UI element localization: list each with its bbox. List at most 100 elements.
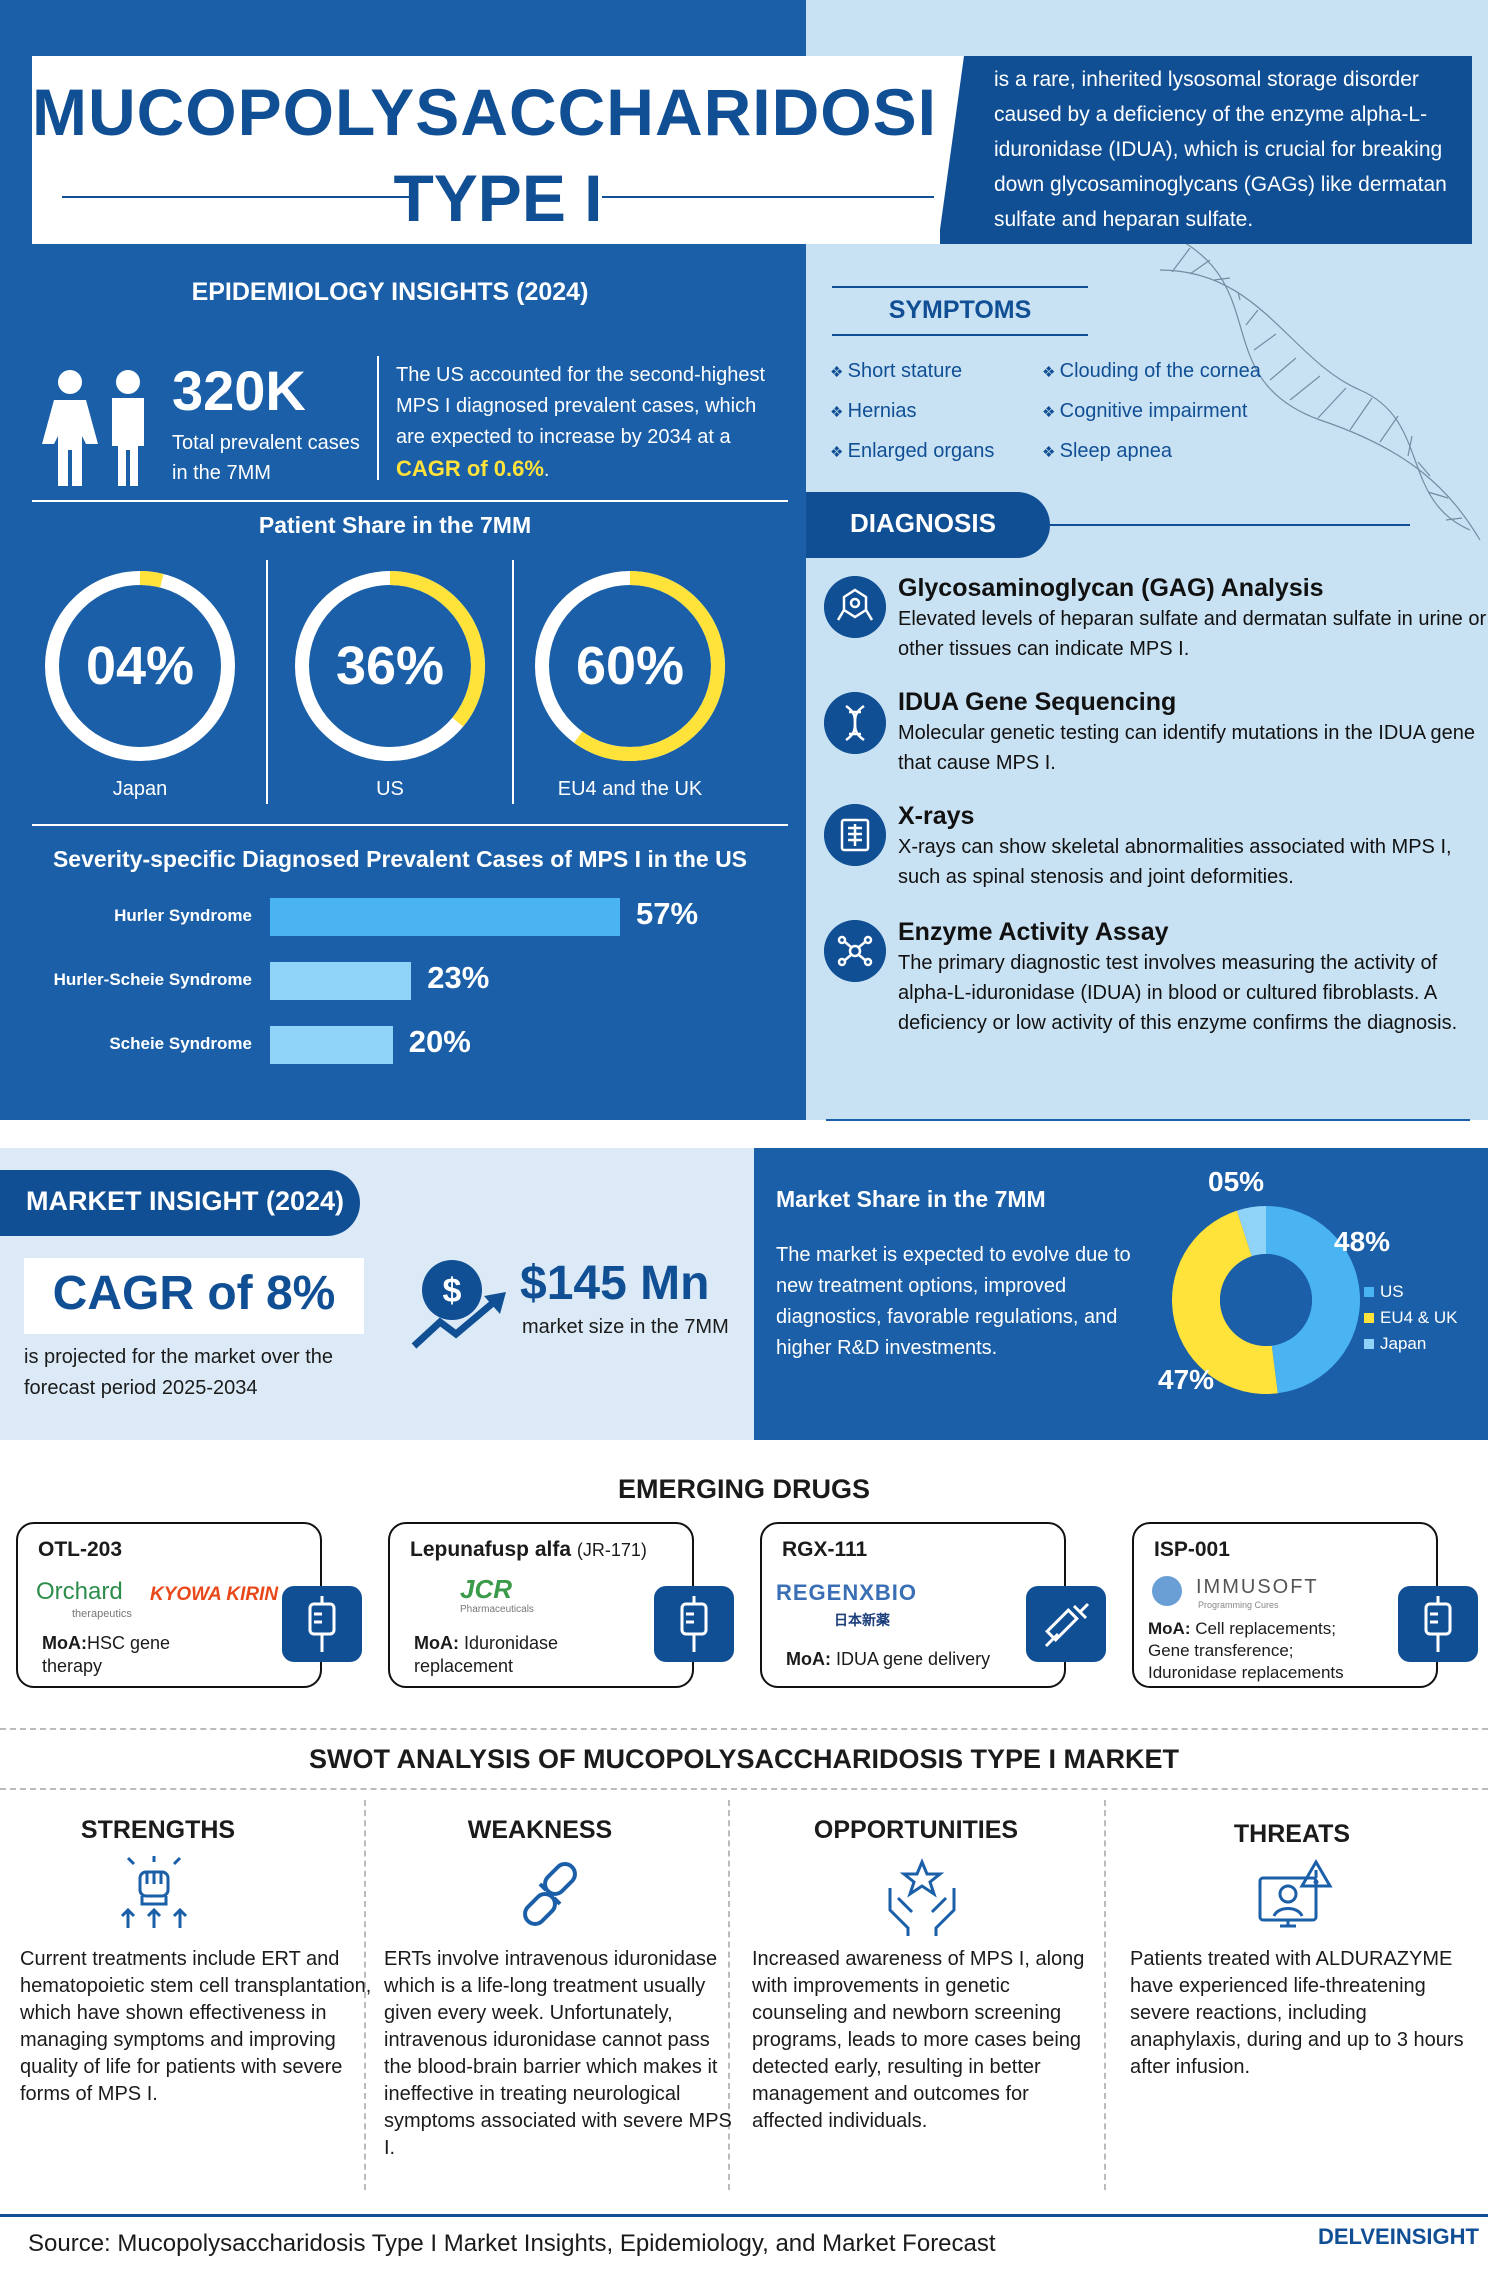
- us-insight-body: The US accounted for the second-highest …: [396, 364, 766, 448]
- drug-card-rgx-111: RGX-111 REGENXBIO 日本新薬 MoA: IDUA gene de…: [760, 1522, 1106, 1688]
- donut-value: 04%: [86, 636, 194, 696]
- severity-label: Hurler-Scheie Syndrome: [53, 970, 252, 989]
- us-insight-end: .: [543, 459, 550, 481]
- dollar-growth-icon: $: [411, 1260, 506, 1349]
- donut-value: 36%: [336, 636, 444, 696]
- legend-us: US: [1364, 1282, 1404, 1302]
- diagnosis-heading: Glycosaminoglycan (GAG) Analysis: [898, 574, 1324, 602]
- page-title-line1: MUCOPOLYSACCHARIDOSIS: [32, 75, 982, 149]
- drug-card-lepunafusp-alfa: Lepunafusp alfa (JR-171) JCR Pharmaceuti…: [388, 1522, 734, 1688]
- drug-name: ISP-001: [1154, 1538, 1230, 1561]
- source-text: Source: Mucopolysaccharidosis Type I Mar…: [28, 2230, 996, 2257]
- legend-swatch: [1364, 1287, 1374, 1297]
- market-share-slice: [1172, 1210, 1278, 1394]
- diagnosis-text: X-rays can show skeletal abnormalities a…: [898, 836, 1452, 888]
- divider: [377, 356, 379, 480]
- dna-icon: [824, 692, 886, 754]
- company-logo-orchard: Orchard: [36, 1578, 123, 1605]
- legend-swatch: [1364, 1339, 1374, 1349]
- epidemiology-title: EPIDEMIOLOGY INSIGHTS (2024): [191, 278, 589, 306]
- immusoft-logo-mark: [1152, 1576, 1182, 1606]
- title-rule-left: [62, 196, 414, 198]
- diagnosis-text: The primary diagnostic test involves mea…: [898, 952, 1458, 1034]
- company-logo-orchard-sub: therapeutics: [72, 1608, 132, 1620]
- legend-label: US: [1380, 1282, 1404, 1301]
- market-share-text: The market is expected to evolve due to …: [776, 1244, 1131, 1359]
- us-cagr-highlight: CAGR of 0.6%: [396, 456, 544, 481]
- swot-title: SWOT ANALYSIS OF MUCOPOLYSACCHARIDOSIS T…: [308, 1744, 1180, 1774]
- donut-arc: [45, 571, 235, 761]
- drug-name: RGX-111: [782, 1538, 868, 1561]
- divider: [826, 1119, 1470, 1121]
- moa-value: Iduronidase replacement: [414, 1633, 559, 1676]
- drug-moa: MoA:HSC gene therapy: [42, 1632, 232, 1678]
- enzyme-icon: [824, 920, 886, 982]
- drug-name: Lepunafusp alfa (JR-171): [410, 1538, 647, 1562]
- swot-heading-strengths: STRENGTHS: [80, 1816, 236, 1844]
- divider: [266, 560, 268, 804]
- moa-label: MoA:: [414, 1633, 459, 1653]
- divider: [32, 824, 788, 826]
- patient-share-donut: 60%: [535, 571, 725, 761]
- moa-label: MoA:: [786, 1649, 831, 1669]
- syringe-icon: [1026, 1586, 1106, 1662]
- market-share-title: Market Share in the 7MM: [776, 1186, 1046, 1212]
- diagnosis-text: Elevated levels of heparan sulfate and d…: [898, 608, 1487, 660]
- donut-arc: [535, 571, 725, 761]
- drug-moa: MoA: IDUA gene delivery: [786, 1648, 1016, 1671]
- divider: [1104, 1800, 1106, 2190]
- divider: [728, 1800, 730, 2190]
- divider: [32, 500, 788, 502]
- moa-label: MoA:: [42, 1633, 87, 1653]
- legend-label: Japan: [1380, 1334, 1427, 1353]
- market-share-slice: [1266, 1206, 1360, 1394]
- drug-name: OTL-203: [38, 1538, 123, 1561]
- company-logo-jcr-sub: Pharmaceuticals: [460, 1604, 534, 1615]
- company-logo-nippon-shinyaku: 日本新薬: [834, 1612, 890, 1628]
- diagnosis-heading: X-rays: [898, 802, 975, 830]
- moa-value: Cell replacements; Gene transference; Id…: [1148, 1619, 1344, 1682]
- page-title-line2: TYPE I: [393, 161, 603, 235]
- xray-icon: [824, 804, 886, 866]
- drug-card-isp-001: ISP-001 IMMUSOFT Programming Cures MoA: …: [1132, 1522, 1478, 1688]
- market-size-label: market size in the 7MM: [522, 1316, 729, 1338]
- patient-share-donut: 04%: [45, 571, 235, 761]
- warning-doctor-icon: [1258, 1859, 1333, 1928]
- donut-arc: [295, 571, 485, 761]
- delveinsight-logo: DELVEINSIGHT: [1318, 2224, 1479, 2249]
- patient-share-donut: 36%: [295, 571, 485, 761]
- diagnosis-heading: Enzyme Activity Assay: [898, 918, 1169, 946]
- market-share-eu-value: 47%: [1158, 1364, 1215, 1395]
- broken-link-icon: [523, 1862, 577, 1926]
- market-cagr: CAGR of 8%: [24, 1258, 364, 1334]
- moa-value: HSC gene therapy: [42, 1633, 171, 1676]
- moa-label: MoA:: [1148, 1619, 1191, 1638]
- drug-code: (JR-171): [576, 1540, 647, 1560]
- divider: [0, 1728, 1488, 1730]
- iv-bag-icon: [654, 1586, 734, 1662]
- symptom-item: Short stature: [830, 360, 963, 383]
- drug-card-otl-203: OTL-203 Orchard therapeutics KYOWA KIRIN…: [16, 1522, 362, 1688]
- market-share-donut: [1172, 1206, 1360, 1394]
- iv-bag-icon: [282, 1586, 362, 1662]
- drug-moa: MoA: Cell replacements; Gene transferenc…: [1148, 1618, 1378, 1684]
- swot-heading-opportunities: OPPORTUNITIES: [813, 1816, 1019, 1844]
- iv-bag-icon: [1398, 1586, 1478, 1662]
- diagnosis-text: Molecular genetic testing can identify m…: [898, 722, 1475, 774]
- symptom-item: Hernias: [830, 400, 917, 423]
- diagnosis-heading: IDUA Gene Sequencing: [898, 688, 1177, 716]
- svg-text:$: $: [443, 1272, 462, 1310]
- prevalent-cases-value: 320K: [172, 359, 306, 422]
- title-rule-right: [602, 196, 934, 198]
- company-logo-kyowa-kirin: KYOWA KIRIN: [150, 1584, 279, 1605]
- swot-text-strengths: Current treatments include ERT and hemat…: [20, 1948, 372, 2105]
- donut-label: Japan: [112, 778, 168, 800]
- symptom-item: Sleep apnea: [1042, 440, 1172, 463]
- symptom-item: Cognitive impairment: [1042, 400, 1248, 423]
- swot-text-weakness: ERTs involve intravenous iduronidase whi…: [384, 1948, 732, 2159]
- severity-bar: [270, 962, 412, 1000]
- divider: [512, 560, 514, 804]
- donut-label: EU4 and the UK: [557, 778, 703, 800]
- donut-value: 60%: [576, 636, 684, 696]
- severity-bar: [270, 898, 620, 936]
